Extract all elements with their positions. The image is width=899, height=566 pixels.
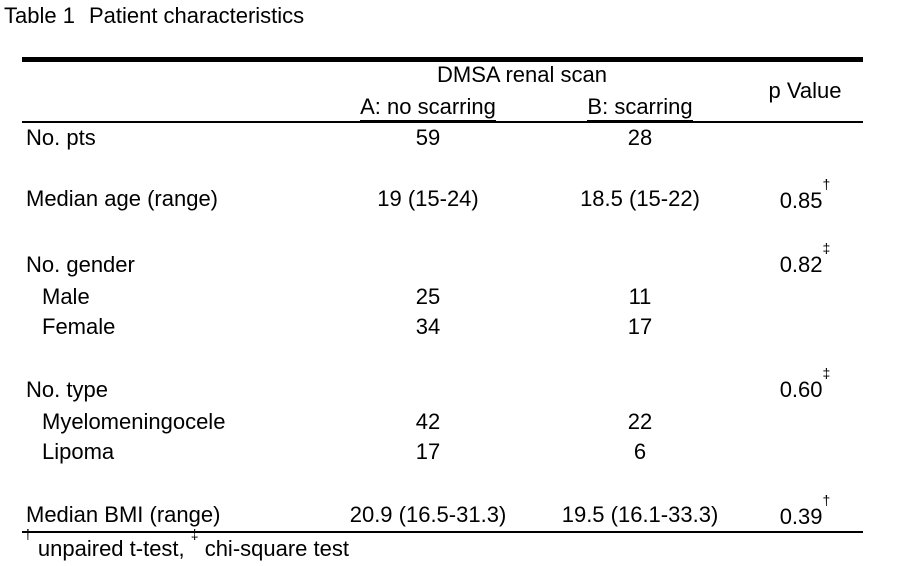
cell-b: 11 bbox=[628, 284, 652, 309]
row-label: No. gender bbox=[26, 252, 135, 277]
cell-a: 34 bbox=[415, 314, 441, 339]
bottom-rule bbox=[22, 531, 863, 533]
cell-p: 0.85† bbox=[750, 177, 860, 214]
cell-b: 19.5 (16.1-33.3) bbox=[561, 502, 719, 527]
row-label: No. type bbox=[26, 377, 108, 402]
cell-a: 25 bbox=[415, 284, 441, 309]
footnote-text: chi-square test bbox=[198, 536, 349, 561]
cell-b: 6 bbox=[633, 439, 647, 464]
cell-b: 28 bbox=[627, 125, 653, 150]
group-header: DMSA renal scan bbox=[437, 62, 607, 87]
table-title: Table 1 Patient characteristics bbox=[4, 3, 304, 29]
cell-b: 22 bbox=[627, 409, 653, 434]
header-col-b: B: scarring bbox=[540, 94, 740, 121]
header-col-a: A: no scarring bbox=[328, 94, 528, 121]
p-value: 0.60 bbox=[779, 377, 823, 402]
table-caption: Patient characteristics bbox=[88, 3, 305, 28]
cell-b: 18.5 (15-22) bbox=[580, 186, 700, 211]
footnote-mark: † bbox=[24, 526, 32, 542]
footnote-mark: ‡ bbox=[822, 365, 831, 381]
row-label: Median age (range) bbox=[26, 186, 219, 211]
footnote-text: unpaired t-test, bbox=[31, 536, 191, 561]
footnote-mark: † bbox=[822, 492, 831, 508]
cell-a: 59 bbox=[415, 125, 441, 150]
p-value: 0.39 bbox=[779, 504, 823, 529]
row-label: Lipoma bbox=[42, 439, 115, 464]
footnote-mark: † bbox=[822, 176, 831, 192]
header-col-p: p Value bbox=[768, 78, 842, 103]
top-rule bbox=[22, 57, 863, 62]
cell-a: 19 (15-24) bbox=[377, 186, 479, 211]
cell-p: 0.60‡ bbox=[750, 366, 860, 403]
row-label: Female bbox=[42, 314, 116, 339]
cell-a: 17 bbox=[415, 439, 441, 464]
footnote-mark: ‡ bbox=[190, 526, 199, 542]
header-col-b-text: B: scarring bbox=[587, 94, 693, 121]
cell-a: 20.9 (16.5-31.3) bbox=[349, 502, 507, 527]
header-rule bbox=[22, 121, 863, 123]
table-footnote: † unpaired t-test, ‡ chi-square test bbox=[24, 527, 349, 562]
footnote-mark: ‡ bbox=[822, 240, 831, 256]
row-label: No. pts bbox=[26, 125, 96, 150]
row-label: Male bbox=[42, 284, 90, 309]
row-label: Median BMI (range) bbox=[26, 502, 221, 527]
p-value: 0.85 bbox=[779, 188, 823, 213]
cell-p: 0.39† bbox=[750, 493, 860, 530]
p-value: 0.82 bbox=[779, 252, 823, 277]
cell-b: 17 bbox=[627, 314, 653, 339]
cell-a: 42 bbox=[415, 409, 441, 434]
row-label: Myelomeningocele bbox=[42, 409, 226, 434]
cell-p: 0.82‡ bbox=[750, 241, 860, 278]
header-col-a-text: A: no scarring bbox=[360, 94, 496, 121]
table-label: Table 1 bbox=[4, 3, 75, 28]
